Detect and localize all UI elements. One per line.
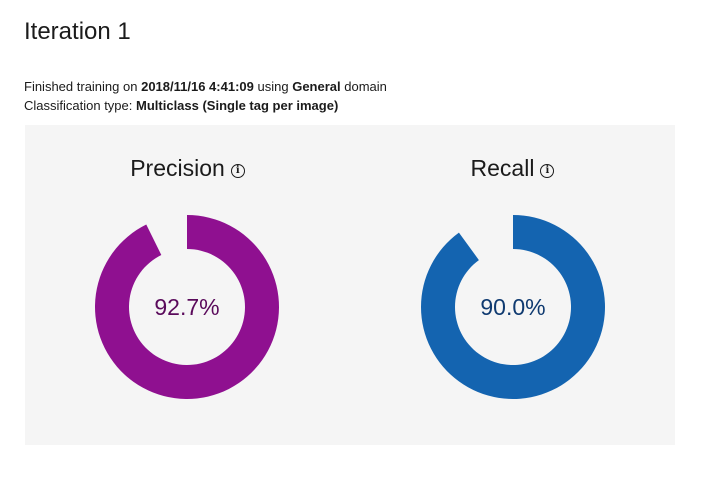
- using-text: using: [257, 79, 289, 94]
- recall-arc: [421, 215, 605, 399]
- recall-value: 90.0%: [480, 293, 546, 320]
- classification-type: Multiclass (Single tag per image): [136, 98, 339, 113]
- recall-metric: Recall i 90.0%: [350, 125, 675, 445]
- domain-name: General: [292, 79, 341, 94]
- info-icon[interactable]: i: [230, 163, 245, 178]
- training-info: Finished training on 2018/11/16 4:41:09 …: [24, 77, 387, 115]
- metrics-panel: Precision i 92.7% Recall i 90.0%: [25, 125, 675, 445]
- precision-value: 92.7%: [154, 293, 220, 320]
- classification-prefix: Classification type:: [24, 98, 133, 113]
- recall-header: Recall i: [350, 155, 675, 182]
- recall-donut: [421, 215, 605, 399]
- precision-label: Precision: [130, 155, 225, 181]
- precision-donut: [95, 215, 279, 399]
- domain-suffix: domain: [344, 79, 387, 94]
- classification-type-line: Classification type: Multiclass (Single …: [24, 96, 387, 115]
- precision-metric: Precision i 92.7%: [25, 125, 350, 445]
- precision-arc: [95, 215, 279, 399]
- training-timestamp: 2018/11/16 4:41:09: [141, 79, 254, 94]
- precision-header: Precision i: [25, 155, 350, 182]
- page-title: Iteration 1: [24, 18, 131, 45]
- training-info-line: Finished training on 2018/11/16 4:41:09 …: [24, 77, 387, 96]
- info-icon[interactable]: i: [540, 163, 555, 178]
- finished-prefix: Finished training on: [24, 79, 138, 94]
- recall-label: Recall: [470, 155, 535, 181]
